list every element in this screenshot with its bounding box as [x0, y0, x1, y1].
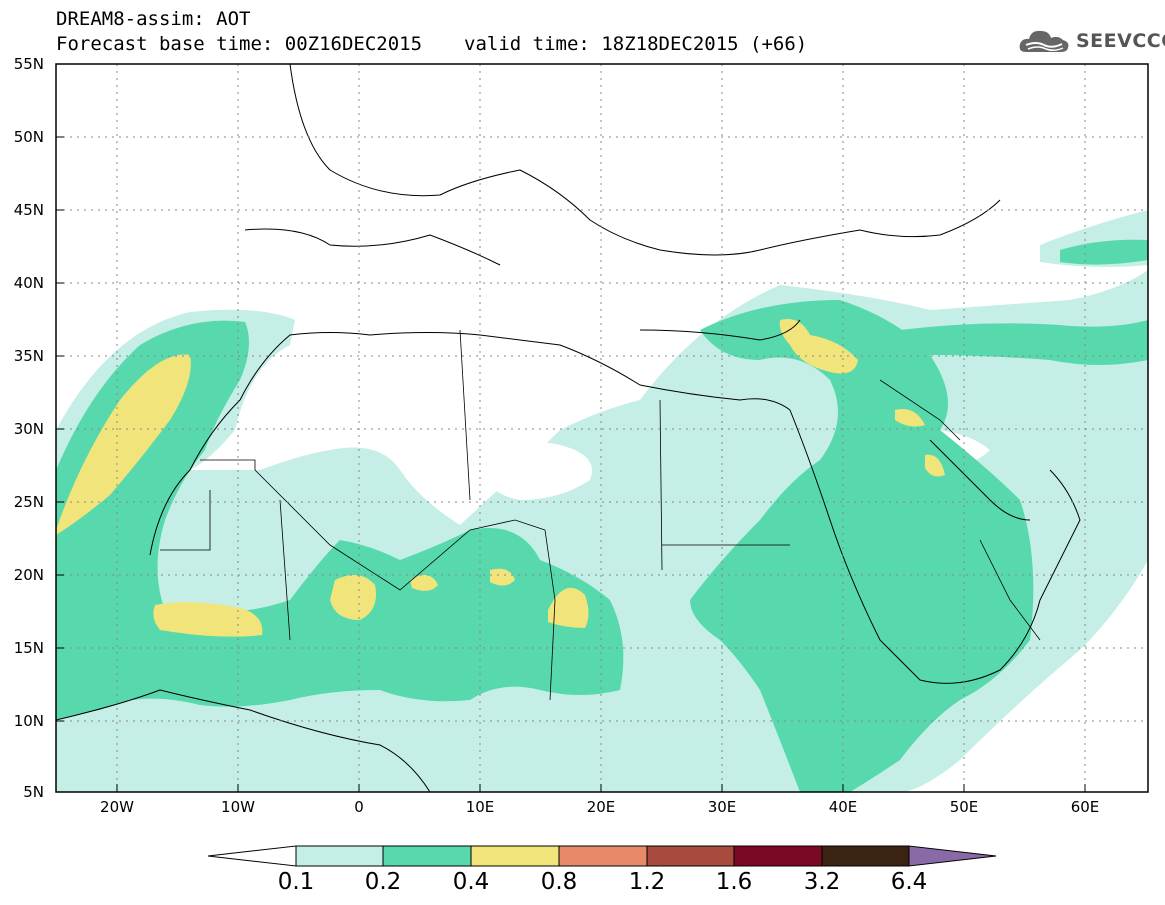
lon-label-10w: 10W	[221, 798, 255, 816]
colorbar-label: 0.8	[540, 869, 578, 895]
map-frame	[55, 63, 1149, 793]
colorbar-segment-6	[733, 845, 823, 867]
lat-label-45n: 45N	[13, 201, 44, 219]
aot-band-0.4	[56, 354, 191, 535]
lat-label-40n: 40N	[13, 274, 44, 292]
aot-field	[56, 210, 1148, 792]
lon-label-0: 0	[354, 798, 364, 816]
lat-label-35n: 35N	[13, 347, 44, 365]
colorbar-label: 0.4	[452, 869, 490, 895]
colorbar-label: 1.6	[715, 869, 753, 895]
colorbar-high-arrow	[908, 845, 997, 867]
graticule	[56, 64, 1148, 792]
base-time: Forecast base time: 00Z16DEC2015	[56, 33, 423, 55]
lat-label-55n: 55N	[13, 55, 44, 73]
colorbar-segment-7	[821, 845, 910, 867]
seevccc-logo: SEEVCCC	[1018, 26, 1165, 56]
country-borders	[160, 329, 1041, 701]
lon-label-10e: 10E	[465, 798, 495, 816]
map-title: DREAM8-assim: AOT	[56, 8, 251, 30]
valid-time: valid time: 18Z18DEC2015 (+66)	[464, 33, 808, 55]
aot-band-0.2-east	[690, 300, 1034, 792]
lon-label-60e: 60E	[1070, 798, 1100, 816]
lon-label-20w: 20W	[100, 798, 134, 816]
lon-label-40e: 40E	[828, 798, 858, 816]
lat-label-15n: 15N	[13, 639, 44, 657]
lat-label-5n: 5N	[23, 783, 44, 801]
cloud-logo-icon	[1019, 30, 1069, 52]
lon-label-50e: 50E	[949, 798, 979, 816]
lon-label-20e: 20E	[586, 798, 616, 816]
lat-label-10n: 10N	[13, 712, 44, 730]
colorbar-segment-1	[295, 845, 384, 867]
colorbar-segment-2	[382, 845, 472, 867]
lon-label-30e: 30E	[707, 798, 737, 816]
lat-label-30n: 30N	[13, 420, 44, 438]
colorbar-label: 3.2	[803, 869, 841, 895]
colorbar-segment-4	[558, 845, 648, 867]
map-subtitle: Forecast base time: 00Z16DEC2015 valid ti…	[56, 33, 807, 55]
lat-label-25n: 25N	[13, 493, 44, 511]
colorbar-label: 0.2	[364, 869, 402, 895]
lat-label-50n: 50N	[13, 128, 44, 146]
axis-ticks	[56, 63, 1086, 793]
colorbar-low-arrow	[207, 845, 297, 867]
lat-label-20n: 20N	[13, 566, 44, 584]
colorbar-label: 1.2	[628, 869, 666, 895]
aot-band-0.2-caspian	[1060, 239, 1148, 265]
coastlines	[56, 64, 1081, 792]
logo-text: SEEVCCC	[1076, 30, 1165, 52]
colorbar-label: 0.1	[277, 869, 315, 895]
colorbar	[207, 845, 997, 867]
colorbar-segment-5	[646, 845, 735, 867]
colorbar-segment-3	[470, 845, 560, 867]
colorbar-label: 6.4	[890, 869, 928, 895]
